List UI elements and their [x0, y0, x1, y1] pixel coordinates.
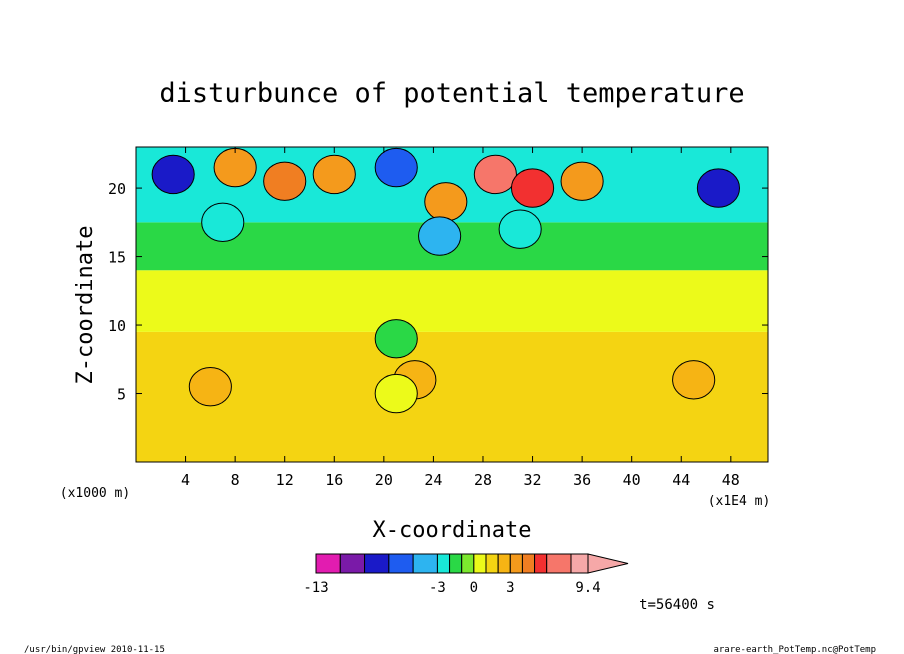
- colorbar-swatch-13: [534, 553, 548, 574]
- plot-area: [136, 147, 768, 462]
- y-unit-label: (x1000 m): [60, 486, 130, 501]
- colorbar-tick-label-2: 0: [470, 580, 478, 596]
- y-tick-label-3: 20: [108, 180, 126, 198]
- feature-11: [473, 154, 517, 195]
- y-axis-label: Z-coordinate: [73, 226, 98, 385]
- x-tick-label-2: 12: [276, 471, 294, 489]
- feature-6: [213, 147, 257, 188]
- x-tick-label-1: 8: [231, 471, 240, 489]
- colorbar-swatch-10: [497, 553, 511, 574]
- band-0: [136, 331, 768, 462]
- feature-16: [498, 209, 542, 249]
- colorbar-swatch-5: [436, 553, 451, 574]
- colorbar-swatch-0: [315, 553, 341, 574]
- feature-14: [696, 168, 740, 208]
- footer-right: arare-earth_PotTemp.nc@PotTemp: [713, 645, 876, 654]
- x-tick-label-3: 16: [325, 471, 343, 489]
- colorbar-swatch-6: [449, 553, 463, 574]
- colorbar-swatch-12: [521, 553, 536, 574]
- x-tick-label-9: 40: [623, 471, 641, 489]
- colorbar-swatch-11: [509, 553, 523, 574]
- x-tick-label-8: 36: [573, 471, 591, 489]
- colorbar-tick-label-0: -13: [303, 580, 328, 596]
- x-tick-label-0: 4: [181, 471, 190, 489]
- x-unit-label: (x1E4 m): [708, 494, 771, 509]
- colorbar-ticks: -13 -3 0 3 9.4: [303, 580, 600, 596]
- x-tick-label-10: 44: [672, 471, 690, 489]
- x-tick-label-6: 28: [474, 471, 492, 489]
- feature-15: [418, 216, 462, 256]
- y-axis-ticks: 5 10 15 20: [108, 180, 768, 404]
- x-axis-label: X-coordinate: [373, 518, 532, 543]
- colorbar-swatch-4: [412, 553, 438, 574]
- time-label: t=56400 s: [639, 597, 715, 613]
- colorbar-swatch-8: [473, 553, 487, 574]
- y-tick-label-2: 15: [108, 249, 126, 267]
- chart-title: disturbunce of potential temperature: [159, 78, 744, 109]
- colorbar-tick-label-3: 3: [506, 580, 514, 596]
- x-tick-label-5: 24: [424, 471, 442, 489]
- colorbar-swatch-14: [546, 553, 572, 574]
- feature-9: [374, 147, 418, 188]
- y-tick-label-0: 5: [117, 386, 126, 404]
- feature-7: [263, 161, 307, 201]
- x-tick-label-4: 20: [375, 471, 393, 489]
- colorbar-extension: [587, 553, 629, 574]
- colorbar-swatch-2: [364, 553, 390, 574]
- feature-13: [560, 161, 604, 201]
- colorbar-tick-label-4: 9.4: [575, 580, 600, 596]
- feature-12: [510, 168, 555, 208]
- feature-1: [374, 373, 418, 414]
- footer-left: /usr/bin/gpview 2010-11-15: [24, 645, 165, 654]
- colorbar: [315, 553, 629, 574]
- band-1: [136, 270, 768, 332]
- colorbar-swatch-15: [570, 553, 589, 574]
- x-tick-label-11: 48: [722, 471, 740, 489]
- feature-8: [312, 154, 356, 195]
- feature-10: [424, 182, 468, 222]
- colorbar-swatch-1: [339, 553, 366, 574]
- x-axis-ticks: 4 8 12 16 20 24 28 32 36 40 44 48: [181, 147, 740, 489]
- colorbar-swatch-9: [485, 553, 499, 574]
- feature-5: [151, 154, 195, 195]
- colorbar-swatch-7: [461, 553, 475, 574]
- plot-frame: [135, 146, 769, 463]
- colorbar-tick-label-1: -3: [429, 580, 446, 596]
- feature-3: [188, 367, 232, 407]
- feature-17: [201, 202, 245, 242]
- feature-2: [374, 319, 418, 359]
- colorbar-swatch-3: [388, 553, 414, 574]
- y-tick-label-1: 10: [108, 317, 126, 335]
- feature-4: [672, 360, 716, 400]
- x-tick-label-7: 32: [524, 471, 542, 489]
- feature-layer: [151, 147, 740, 414]
